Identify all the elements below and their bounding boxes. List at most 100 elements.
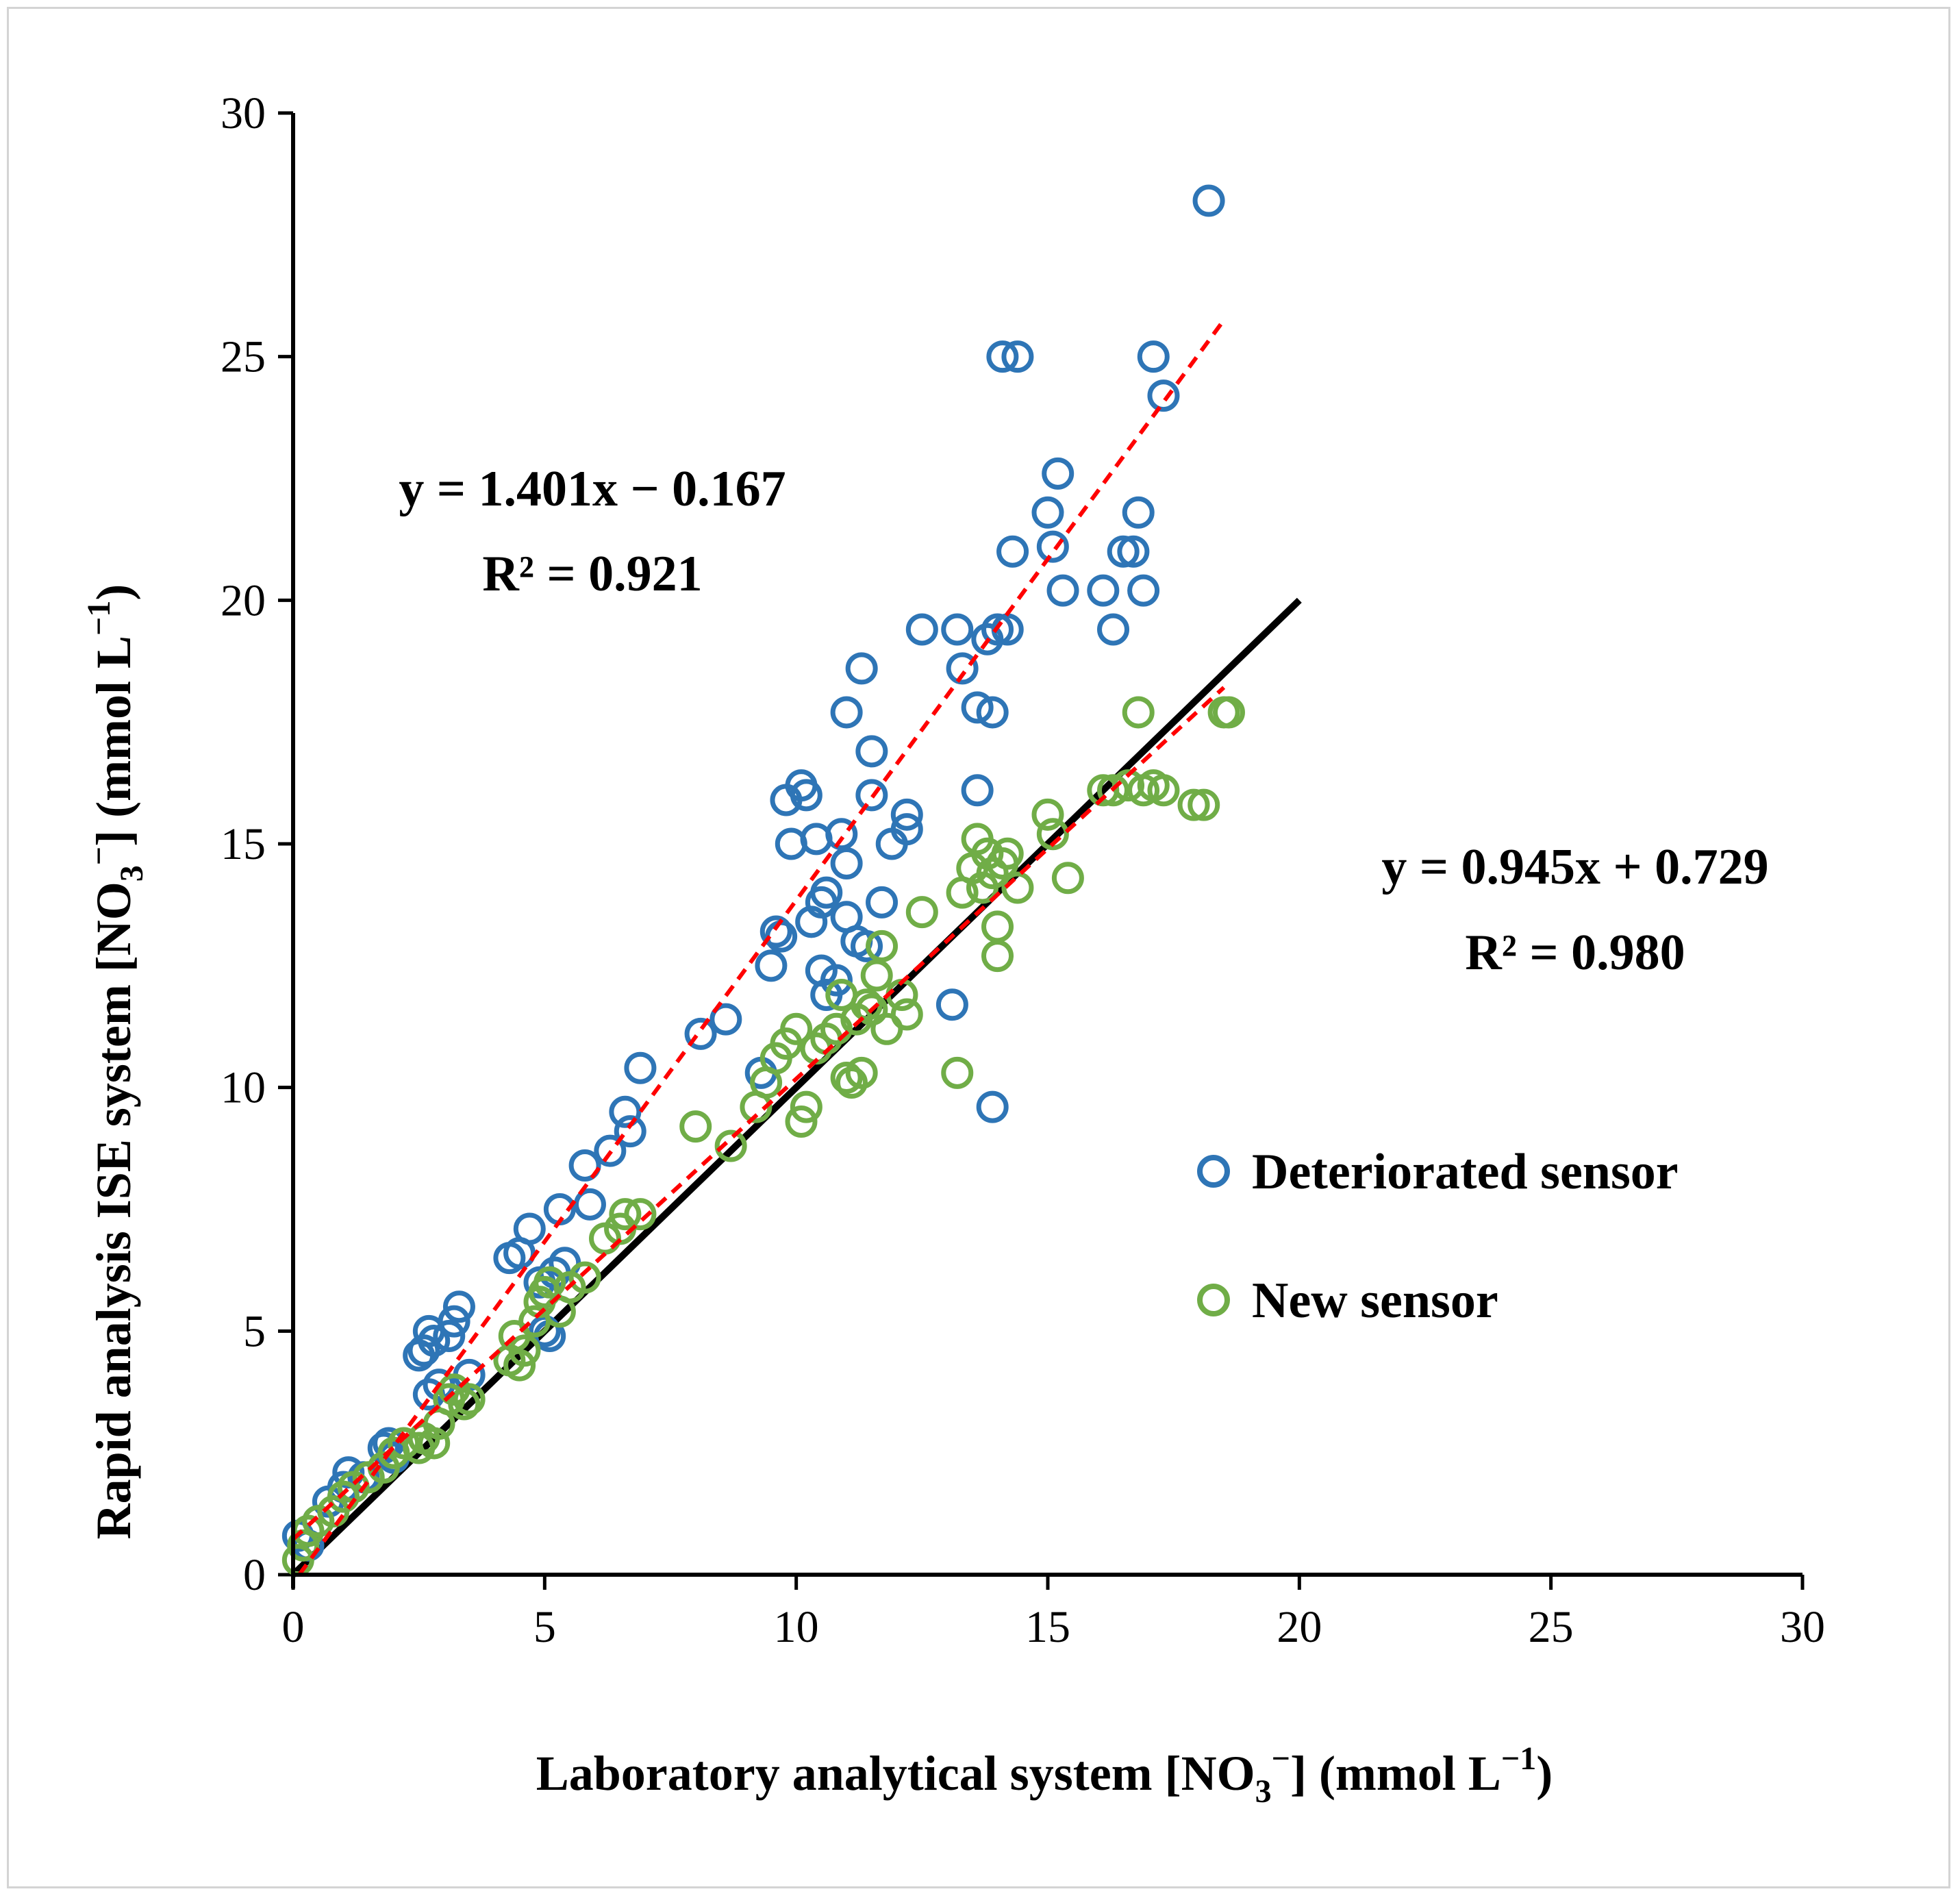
deteriorated-sensor-point	[1087, 574, 1120, 607]
deteriorated-sensor-point	[830, 696, 863, 729]
deteriorated-sensor-point	[1001, 340, 1034, 373]
tick-labels: 0 5 10 15 20 25 30 0 5 10 15 20 25 30	[221, 88, 1825, 1652]
new-sensor-point	[890, 998, 923, 1031]
deteriorated-sensor-point	[1192, 184, 1225, 217]
new-sensor-point	[1036, 818, 1069, 851]
deteriorated-sensor-point	[755, 949, 788, 982]
deteriorated-sensor-point	[1097, 613, 1130, 646]
new-sensor-r-squared: R² = 0.980	[1465, 925, 1685, 981]
deteriorated-sensor-point	[614, 1115, 646, 1148]
deteriorated-sensor-point	[986, 340, 1019, 373]
new-sensor-point	[1001, 871, 1034, 904]
deteriorated-sensor-point	[1042, 457, 1075, 490]
deteriorated-sensor-point	[594, 1134, 627, 1167]
deteriorated-sensor-point	[946, 652, 979, 685]
deteriorated-sensor-point	[941, 613, 974, 646]
deteriorated-sensor-point	[810, 876, 843, 909]
deteriorated-sensor-point	[855, 735, 888, 768]
deteriorated-sensor-point	[830, 847, 863, 879]
deteriorated-sensor-point	[890, 813, 923, 846]
deteriorated-sensor-point	[709, 1003, 742, 1036]
deteriorated-sensor-point	[1031, 496, 1064, 529]
one-to-one-line	[290, 597, 1302, 1577]
new-sensor-point	[860, 959, 893, 992]
deteriorated-sensor-point	[759, 915, 792, 948]
new-sensor-point	[533, 1266, 566, 1299]
new-sensor-point	[830, 1061, 863, 1094]
deteriorated-sensor-point	[433, 1319, 466, 1352]
deteriorated-sensor-point	[775, 827, 807, 860]
y-tick-label: 20	[221, 575, 266, 625]
new-sensor-point	[508, 1334, 541, 1367]
y-tick-label: 30	[221, 88, 266, 138]
deteriorated-sensor-point	[1107, 535, 1140, 568]
deteriorated-sensor-point	[961, 691, 994, 724]
deteriorated-sensor-point	[609, 1095, 642, 1128]
deteriorated-sensor-point	[407, 1334, 440, 1367]
y-tick-label: 15	[221, 819, 266, 869]
deteriorated-sensor-point	[976, 696, 1009, 729]
new-sensor-point	[1212, 696, 1245, 729]
deteriorated-sensor-point	[810, 979, 843, 1012]
deteriorated-sensor-point	[442, 1290, 475, 1323]
y-tick-label: 5	[243, 1306, 266, 1356]
x-tick-label: 30	[1780, 1602, 1825, 1652]
deteriorated-sensor-point	[624, 1051, 657, 1084]
new-sensor-point	[780, 1012, 813, 1045]
deteriorated-sensor-point	[684, 1017, 717, 1050]
new-sensor-point	[866, 929, 899, 962]
new-sensor-point	[327, 1480, 360, 1513]
legend-marker-new	[1197, 1284, 1230, 1316]
deteriorated-sensor-point	[996, 535, 1029, 568]
deteriorated-r-squared: R² = 0.921	[482, 546, 702, 602]
new-sensor-point	[905, 896, 938, 929]
deteriorated-sensor-point	[418, 1325, 451, 1358]
x-tick-label: 10	[774, 1602, 819, 1652]
legend-label-deteriorated: Deteriorated sensor	[1252, 1144, 1679, 1200]
deteriorated-sensor-point	[438, 1305, 470, 1338]
y-tick-label: 10	[221, 1063, 266, 1113]
deteriorated-sensor-point	[1147, 379, 1180, 412]
new-sensor-point	[287, 1529, 320, 1562]
new-sensor-point	[503, 1349, 536, 1382]
deteriorated-sensor-point	[573, 1188, 606, 1221]
new-sensor-point	[1122, 696, 1155, 729]
deteriorated-sensor-point	[513, 1212, 546, 1245]
new-sensor-point	[941, 1056, 974, 1089]
new-sensor-point	[609, 1198, 642, 1231]
new-sensor-point	[714, 1129, 747, 1162]
new-sensor-point	[790, 1090, 822, 1123]
new-sensor-point	[981, 940, 1014, 973]
new-sensor-point	[845, 1056, 878, 1089]
deteriorated-sensor-point	[981, 613, 1014, 646]
x-tick-label: 0	[282, 1602, 305, 1652]
new-sensor-point	[388, 1427, 420, 1460]
deteriorated-sensor-point	[1046, 574, 1079, 607]
y-tick-label: 0	[243, 1550, 266, 1600]
deteriorated-sensor-point	[800, 823, 833, 856]
reference-lines	[290, 597, 1302, 1577]
deteriorated-sensor-point	[961, 774, 994, 807]
deteriorated-sensor-point	[790, 779, 822, 812]
legend-label-new: New sensor	[1252, 1273, 1498, 1329]
new-sensor-point	[448, 1388, 481, 1421]
new-sensor-point	[679, 1110, 712, 1143]
new-sensor-point	[991, 837, 1024, 870]
deteriorated-sensor-point	[1036, 530, 1069, 563]
deteriorated-sensor-point	[905, 613, 938, 646]
new-sensor-point	[1177, 788, 1210, 821]
new-sensor-point	[453, 1383, 486, 1416]
new-sensor-point	[851, 988, 883, 1021]
x-tick-label: 5	[533, 1602, 556, 1652]
deteriorated-sensor-point	[1122, 496, 1155, 529]
new-sensor-point	[1147, 774, 1180, 807]
deteriorated-sensor-point	[825, 818, 858, 851]
new-sensor-point	[1051, 862, 1084, 895]
new-sensor-point	[568, 1261, 601, 1294]
new-sensor-point	[785, 1105, 818, 1138]
new-sensor-point	[418, 1427, 451, 1460]
deteriorated-trendline	[297, 319, 1226, 1576]
y-tick-label: 25	[221, 332, 266, 382]
x-tick-label: 25	[1529, 1602, 1574, 1652]
